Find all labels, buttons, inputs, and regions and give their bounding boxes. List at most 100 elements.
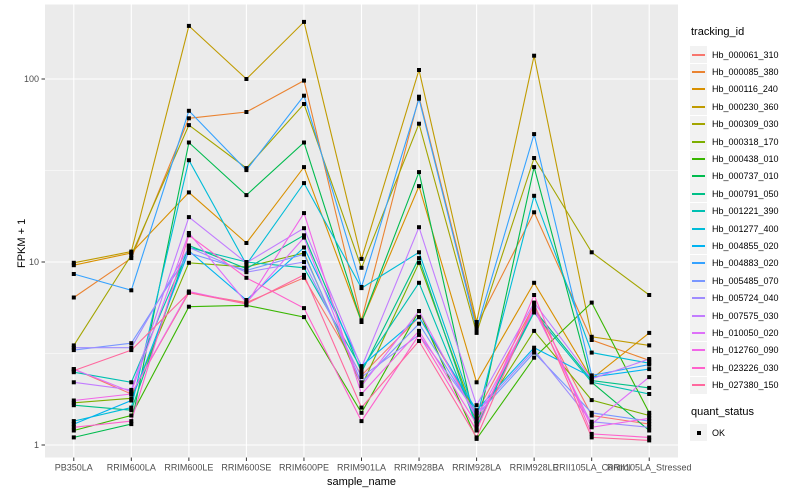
legend-item-label: Hb_000318_170 — [712, 136, 779, 147]
data-point — [244, 241, 249, 245]
data-point — [71, 425, 76, 430]
data-point — [532, 350, 537, 355]
data-point — [417, 121, 421, 126]
data-point — [417, 328, 421, 333]
quant-status-item: OK — [690, 424, 798, 441]
data-point — [474, 320, 479, 324]
legend-line-icon — [692, 314, 705, 317]
legend-item: Hb_023226_030 — [690, 359, 798, 377]
legend-item-label: Hb_000737_010 — [712, 171, 779, 182]
data-point — [589, 435, 594, 440]
data-point — [71, 428, 76, 433]
data-point — [647, 425, 652, 430]
data-point — [589, 350, 594, 355]
data-point — [186, 233, 191, 238]
data-point — [71, 398, 76, 403]
data-point — [186, 245, 191, 250]
data-point — [647, 375, 652, 380]
data-point — [302, 265, 306, 270]
data-point — [71, 422, 76, 427]
data-point — [532, 301, 537, 306]
data-point — [71, 400, 76, 405]
legend-line-icon — [692, 105, 705, 108]
data-point — [589, 398, 594, 403]
legend-item: Hb_005485_070 — [690, 272, 798, 290]
legend-line-icon — [692, 71, 705, 74]
legend-key-swatch — [690, 185, 707, 203]
data-point — [647, 385, 652, 390]
data-point — [244, 270, 249, 275]
data-point — [186, 23, 191, 28]
data-point — [186, 123, 191, 128]
data-point — [417, 339, 421, 343]
legend-line-icon — [692, 53, 705, 56]
data-point — [359, 256, 364, 261]
data-point — [647, 392, 652, 396]
data-point — [186, 108, 191, 113]
legend-item: Hb_000085_380 — [690, 63, 798, 81]
data-point — [474, 327, 479, 332]
x-tick-label: RRIM600LA — [107, 463, 156, 473]
data-point — [474, 425, 479, 430]
data-point — [589, 334, 594, 339]
legend-item: Hb_027380_150 — [690, 376, 798, 394]
data-point — [474, 428, 479, 433]
data-point — [129, 389, 134, 394]
data-point — [129, 256, 134, 261]
data-point — [244, 275, 249, 280]
data-point — [71, 272, 76, 276]
legend-item-label: Hb_010050_020 — [712, 327, 779, 338]
data-point — [302, 181, 306, 186]
data-point — [647, 330, 652, 335]
data-point — [532, 193, 537, 198]
data-point — [302, 102, 306, 106]
data-point — [589, 419, 594, 424]
legend-item: Hb_012760_090 — [690, 341, 798, 359]
legend-line-icon — [692, 175, 705, 178]
legend-key-swatch — [690, 324, 707, 342]
data-point — [589, 422, 594, 427]
x-tick-label: RRII105LA_Stressed — [607, 463, 692, 473]
legend-item-label: Hb_000061_310 — [712, 49, 779, 60]
legend-item: Hb_001221_390 — [690, 202, 798, 220]
legend-key-swatch — [690, 133, 707, 151]
legend-item-label: Hb_001277_400 — [712, 223, 779, 234]
data-point — [302, 93, 306, 98]
data-point — [359, 384, 364, 388]
data-point — [129, 380, 134, 385]
data-point — [129, 413, 134, 418]
data-point — [474, 403, 479, 408]
legend-key-swatch — [690, 167, 707, 185]
data-point — [532, 348, 537, 353]
data-point — [129, 348, 134, 353]
data-point — [302, 19, 306, 24]
legend-line-icon — [692, 140, 705, 143]
data-point — [474, 419, 479, 424]
data-point — [589, 413, 594, 418]
data-point — [244, 260, 249, 265]
data-point — [647, 293, 652, 297]
data-point — [647, 438, 652, 443]
legend-item: Hb_000438_010 — [690, 150, 798, 168]
x-tick-label: PB350LA — [55, 463, 93, 473]
legend-line-icon — [692, 227, 705, 230]
data-point — [589, 376, 594, 381]
legend-item: Hb_000061_310 — [690, 46, 798, 64]
legend-item: Hb_000791_050 — [690, 185, 798, 203]
data-point — [359, 285, 364, 289]
data-point — [186, 140, 191, 145]
data-point — [532, 156, 537, 160]
legend-key-swatch — [690, 115, 707, 133]
legend-item: Hb_004855_020 — [690, 237, 798, 255]
legend-line-icon — [692, 349, 705, 352]
legend-line-icon — [692, 158, 705, 161]
data-point — [302, 226, 306, 231]
data-point — [532, 306, 537, 311]
x-tick-label: RRIM928BA — [394, 463, 444, 473]
data-point — [589, 380, 594, 385]
y-tick-label: 1 — [34, 440, 39, 450]
data-point — [359, 405, 364, 410]
data-point — [244, 298, 249, 302]
data-point — [417, 321, 421, 326]
